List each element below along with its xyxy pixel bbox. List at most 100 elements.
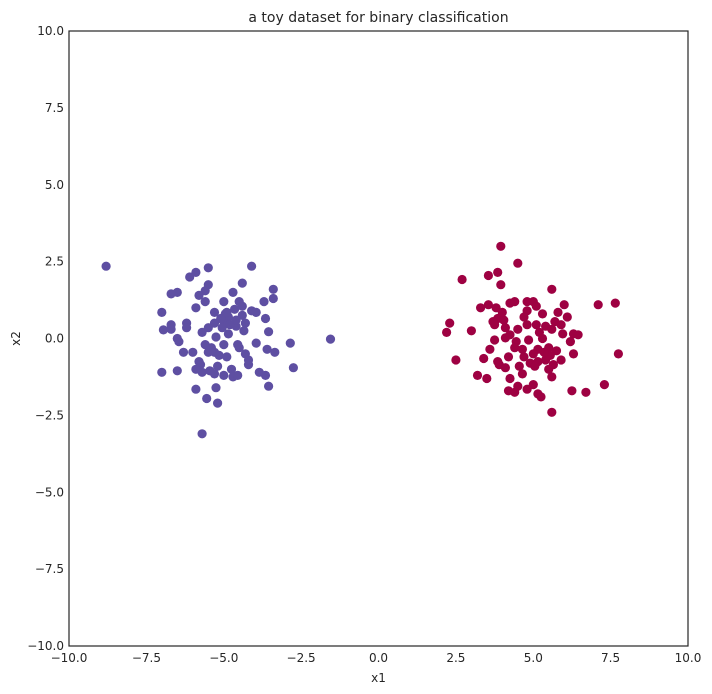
data-point-class-1 [214, 350, 224, 360]
data-point-class-1 [260, 313, 271, 324]
data-point-class-2 [565, 337, 576, 347]
data-point-class-2 [530, 361, 540, 371]
data-point-class-1 [200, 297, 210, 307]
data-point-class-2 [500, 363, 510, 373]
data-point-class-2 [490, 335, 500, 345]
y-tick-label: 5.0 [45, 178, 64, 192]
data-point-class-2 [445, 318, 455, 328]
data-point-class-1 [178, 347, 189, 357]
x-tick-label: −5.0 [209, 651, 238, 665]
data-point-class-2 [514, 361, 524, 371]
data-point-class-1 [191, 384, 201, 394]
data-point-class-1 [211, 332, 221, 342]
data-point-class-1 [325, 334, 336, 344]
plot-frame [68, 30, 689, 647]
data-point-class-1 [260, 370, 271, 380]
data-point-class-1 [239, 326, 249, 336]
x-axis-label: x1 [371, 671, 386, 685]
data-point-class-1 [288, 363, 298, 373]
data-point-class-2 [513, 324, 523, 334]
chart-title: a toy dataset for binary classification [248, 10, 508, 26]
data-point-class-1 [216, 313, 226, 324]
data-point-class-2 [547, 284, 557, 294]
data-point-class-2 [547, 324, 557, 334]
data-point-class-2 [556, 320, 566, 330]
data-point-class-1 [270, 347, 280, 357]
data-point-class-2 [493, 357, 503, 367]
data-point-class-2 [553, 307, 563, 317]
x-tick-label: 7.5 [601, 651, 620, 665]
data-point-class-2 [479, 353, 489, 364]
data-point-class-2 [559, 300, 569, 310]
y-tick-label: −10.0 [27, 639, 64, 653]
data-point-class-2 [482, 373, 492, 384]
data-point-class-2 [510, 343, 520, 353]
data-point-class-1 [202, 393, 212, 404]
data-point-class-2 [496, 280, 506, 290]
x-tick-label: −7.5 [132, 651, 161, 665]
data-point-class-1 [217, 323, 227, 333]
data-point-class-1 [197, 367, 207, 377]
data-point-class-1 [166, 324, 176, 334]
data-point-class-1 [203, 263, 213, 273]
data-point-class-2 [528, 349, 538, 359]
data-point-class-1 [219, 370, 229, 380]
data-point-class-1 [157, 307, 167, 317]
data-point-class-2 [531, 301, 541, 311]
data-point-class-2 [510, 297, 520, 307]
y-tick-label: −5.0 [35, 485, 64, 499]
data-point-class-1 [191, 303, 201, 313]
data-point-class-2 [581, 387, 591, 397]
data-point-class-2 [510, 387, 520, 397]
data-point-class-1 [158, 325, 168, 335]
data-point-class-2 [613, 349, 624, 359]
data-point-class-2 [476, 303, 486, 313]
data-point-class-2 [499, 315, 509, 325]
data-point-class-1 [259, 297, 269, 307]
data-point-class-2 [567, 386, 577, 396]
data-point-class-1 [174, 337, 184, 347]
data-point-class-1 [262, 344, 272, 354]
data-point-class-1 [226, 364, 237, 374]
data-point-class-2 [562, 312, 572, 322]
data-point-class-1 [166, 289, 176, 299]
data-point-class-1 [203, 280, 213, 290]
x-tick-label: 2.5 [446, 651, 465, 665]
data-point-class-2 [544, 364, 554, 374]
y-tick-label: 2.5 [45, 255, 64, 269]
data-point-class-2 [537, 333, 548, 344]
data-point-class-1 [197, 429, 207, 439]
data-point-class-2 [539, 347, 549, 357]
data-point-class-1 [264, 381, 274, 391]
y-axis-label: x2 [9, 331, 23, 346]
data-point-class-1 [251, 307, 261, 317]
y-tick-label: −2.5 [35, 408, 64, 422]
data-point-class-2 [500, 323, 510, 333]
data-point-class-2 [593, 300, 603, 310]
x-tick-labels: −10.0 −7.5 −5.0 −2.5 0.0 2.5 5.0 7.5 10.0 [51, 651, 702, 665]
data-point-class-2 [531, 320, 541, 330]
data-point-class-1 [219, 297, 229, 307]
data-point-class-1 [157, 367, 167, 377]
data-point-class-2 [573, 330, 583, 340]
data-point-class-1 [222, 352, 232, 362]
data-point-class-2 [513, 258, 523, 268]
y-tick-label: −7.5 [35, 562, 64, 576]
data-point-class-1 [213, 398, 223, 408]
data-point-class-2 [537, 309, 548, 319]
data-point-class-2 [547, 372, 557, 382]
data-point-class-1 [268, 284, 278, 294]
data-point-class-2 [522, 384, 532, 394]
x-tick-label: −10.0 [51, 651, 88, 665]
data-point-class-1 [185, 272, 195, 282]
data-point-class-2 [483, 270, 493, 281]
data-point-class-1 [197, 327, 207, 337]
data-point-class-1 [237, 301, 247, 311]
data-point-class-2 [536, 392, 546, 402]
data-point-class-2 [505, 373, 515, 384]
data-point-class-2 [558, 329, 568, 339]
data-point-class-1 [213, 361, 223, 371]
data-point-class-1 [172, 366, 182, 376]
data-point-class-1 [264, 327, 274, 337]
